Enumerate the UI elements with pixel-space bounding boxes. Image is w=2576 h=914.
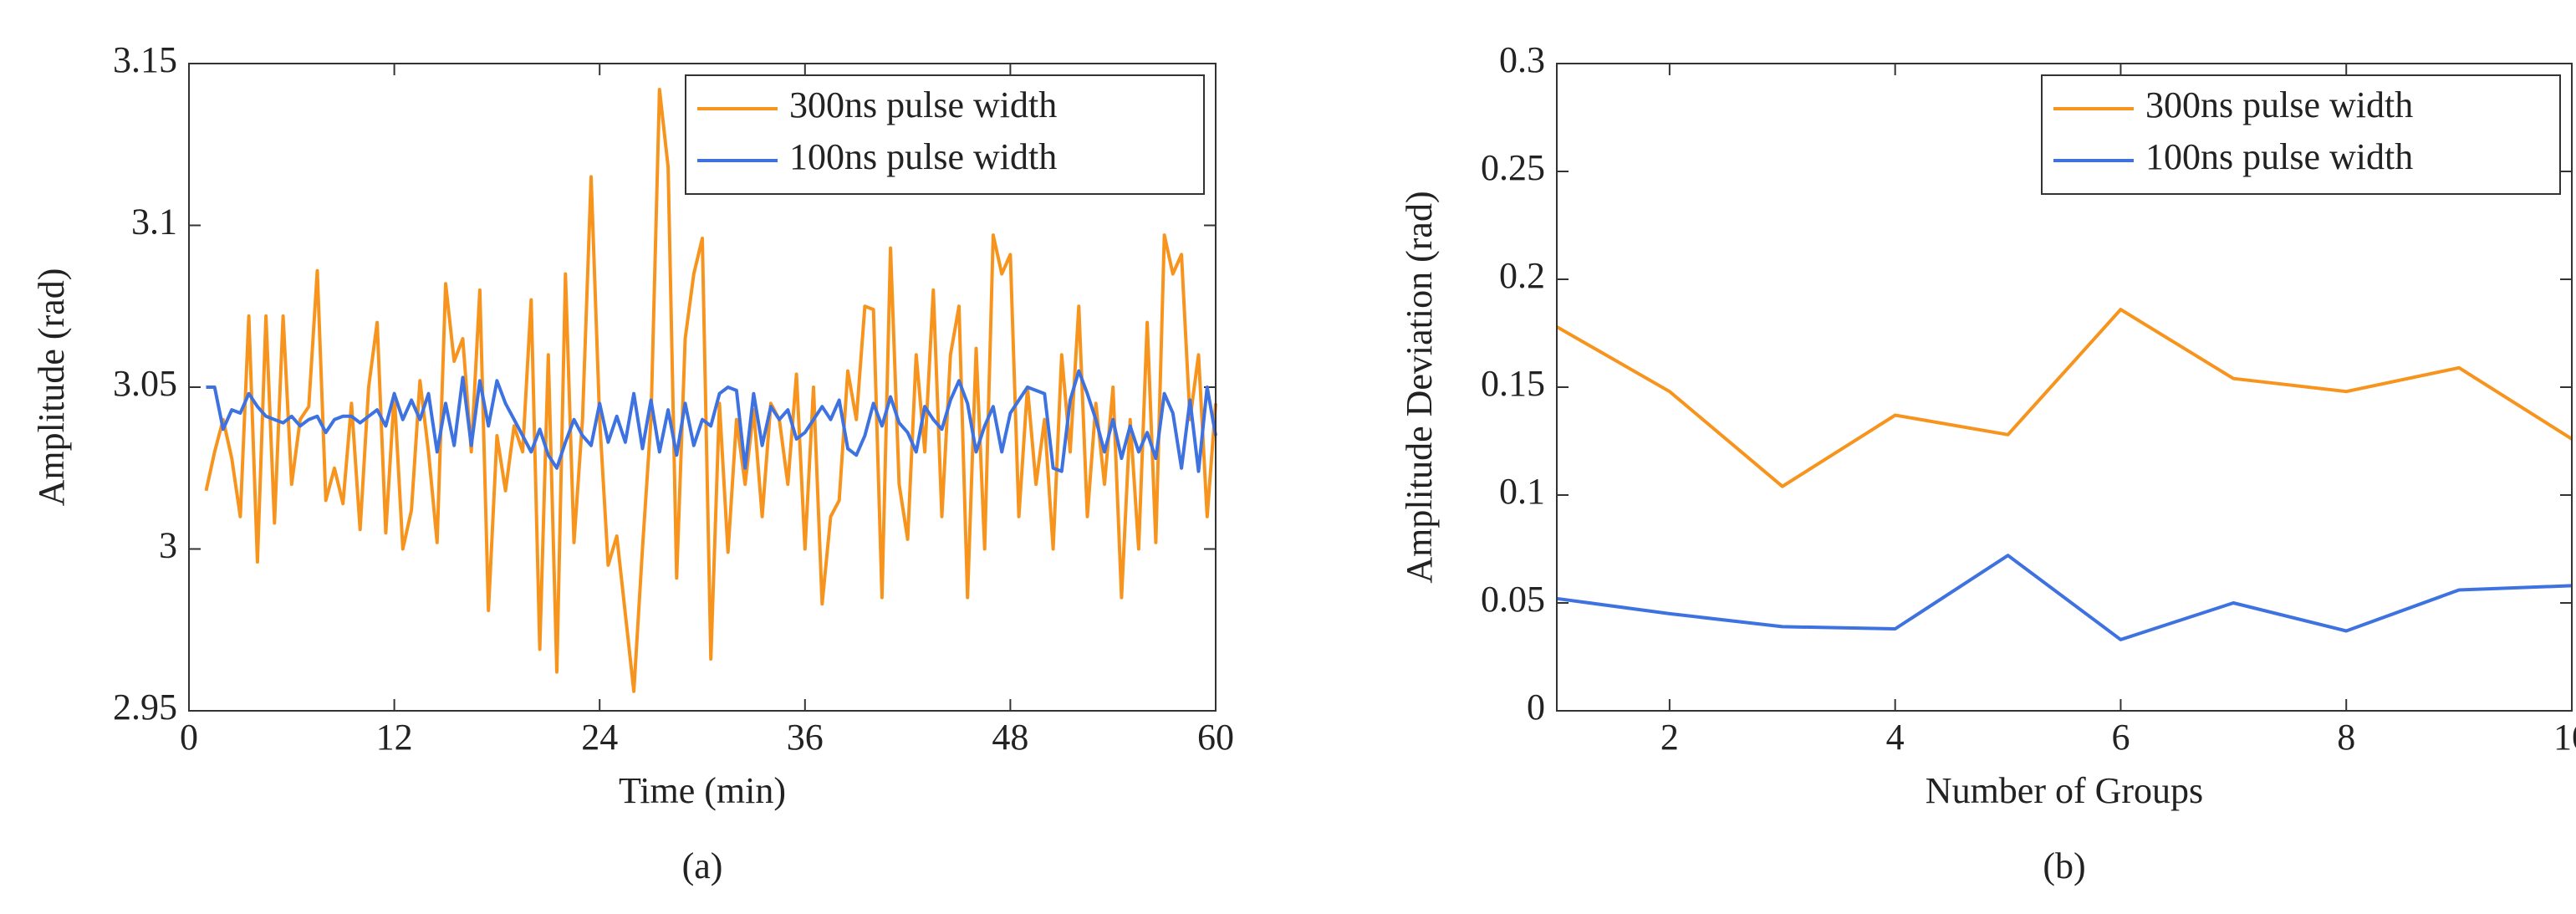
y-tick-label: 3.15 — [113, 39, 177, 80]
x-tick-label: 2 — [1660, 717, 1679, 758]
caption: (b) — [2043, 845, 2085, 886]
y-tick-label: 0.25 — [1481, 147, 1545, 188]
x-tick-label: 12 — [376, 717, 413, 758]
y-tick-label: 2.95 — [113, 687, 177, 728]
y-tick-label: 0.05 — [1481, 579, 1545, 620]
data-line — [204, 88, 1217, 693]
y-tick-label: 0 — [1527, 687, 1545, 728]
x-tick-label: 4 — [1886, 717, 1905, 758]
legend-box — [2041, 74, 2561, 195]
plot-frame — [1556, 63, 2573, 712]
y-tick-label: 0.2 — [1499, 255, 1545, 296]
x-axis-label: Number of Groups — [1926, 770, 2203, 811]
y-tick-label: 0.15 — [1481, 363, 1545, 404]
legend-label: 100ns pulse width — [2145, 136, 2413, 177]
y-axis-label: Amplitude Deviation (rad) — [1399, 191, 1440, 583]
y-tick-label: 3.05 — [113, 363, 177, 404]
data-line — [1556, 308, 2573, 488]
x-tick-label: 8 — [2337, 717, 2355, 758]
y-tick-label: 3 — [159, 525, 177, 566]
plot-frame — [188, 63, 1217, 712]
x-tick-label: 0 — [180, 717, 198, 758]
x-tick-label: 24 — [581, 717, 618, 758]
x-tick-label: 36 — [787, 717, 824, 758]
y-axis-label: Amplitude (rad) — [31, 268, 72, 507]
legend-box — [685, 74, 1205, 195]
legend-label: 300ns pulse width — [2145, 84, 2413, 125]
x-tick-label: 48 — [992, 717, 1028, 758]
legend-label: 300ns pulse width — [789, 84, 1057, 125]
legend-label: 100ns pulse width — [789, 136, 1057, 177]
data-line — [206, 369, 1217, 473]
x-axis-label: Time (min) — [619, 770, 786, 811]
data-line — [1556, 554, 2573, 641]
caption: (a) — [682, 845, 723, 886]
x-tick-label: 6 — [2111, 717, 2130, 758]
x-tick-label: 60 — [1197, 717, 1234, 758]
y-tick-label: 0.3 — [1499, 39, 1545, 80]
y-tick-label: 0.1 — [1499, 471, 1545, 512]
y-tick-label: 3.1 — [131, 202, 177, 243]
x-tick-label: 10 — [2553, 717, 2576, 758]
